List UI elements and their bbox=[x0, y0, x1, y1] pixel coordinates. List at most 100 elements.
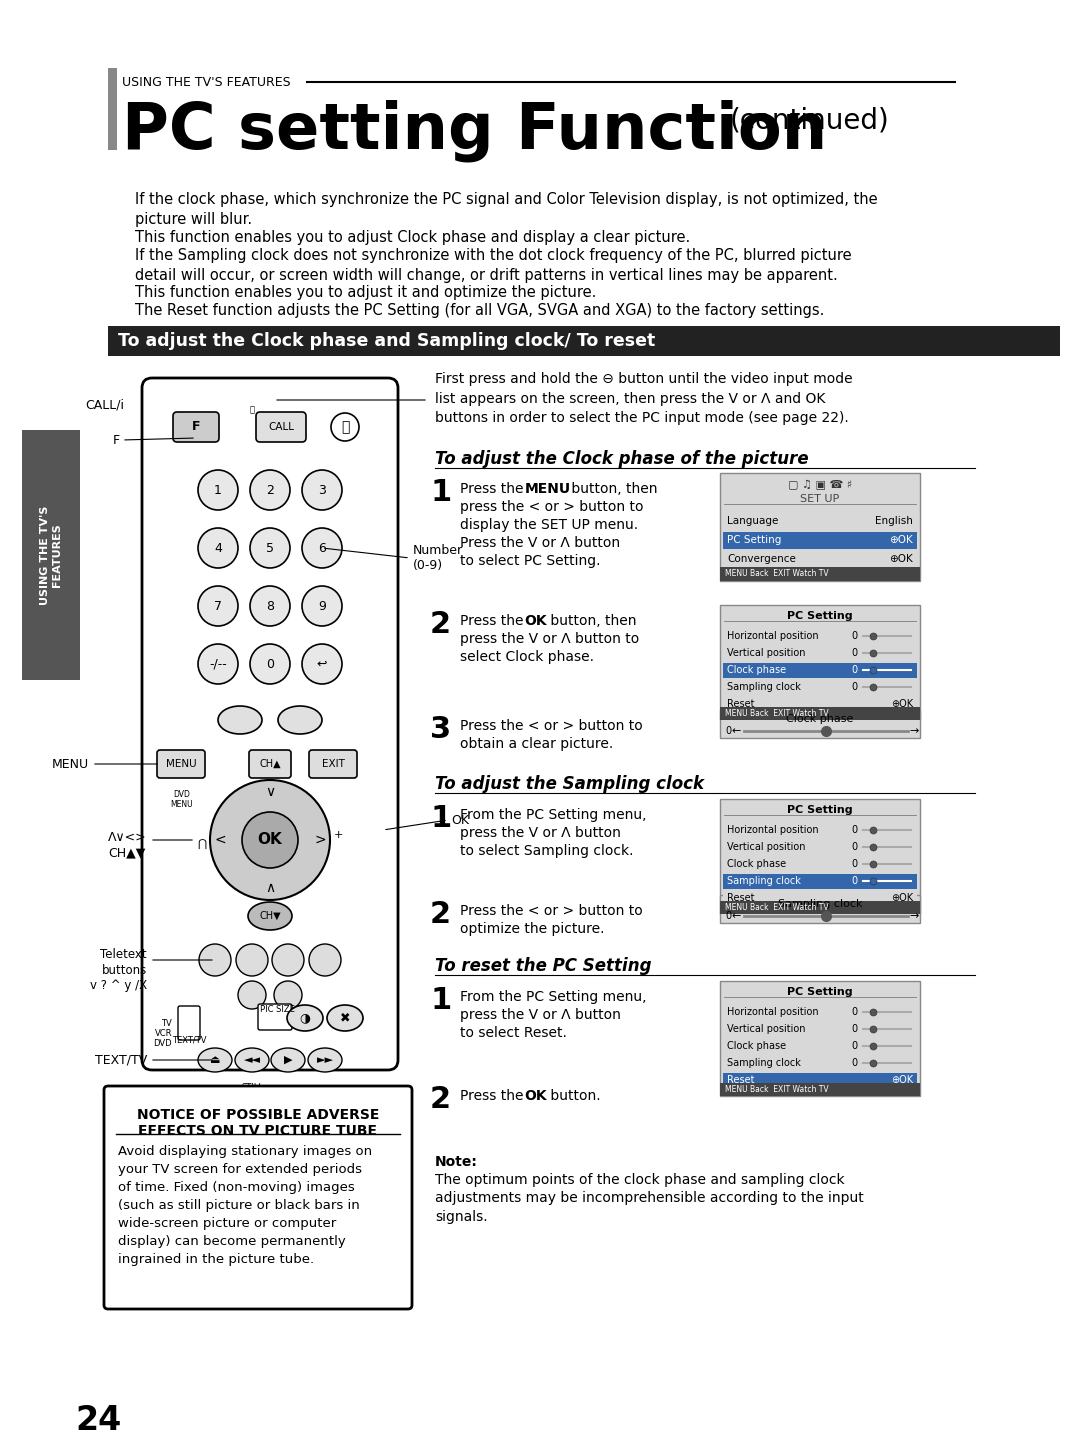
Bar bbox=[723, 1005, 917, 1021]
Ellipse shape bbox=[198, 1048, 232, 1072]
Text: ►►: ►► bbox=[316, 1056, 334, 1064]
Text: ⊕OK: ⊕OK bbox=[891, 893, 913, 903]
FancyBboxPatch shape bbox=[309, 750, 357, 778]
Bar bbox=[723, 696, 917, 712]
Text: MENU: MENU bbox=[52, 758, 89, 771]
Bar bbox=[720, 707, 920, 720]
Bar bbox=[720, 567, 920, 582]
Text: Sampling clock: Sampling clock bbox=[778, 899, 862, 909]
Circle shape bbox=[302, 470, 342, 510]
Circle shape bbox=[302, 644, 342, 683]
Text: PC Setting: PC Setting bbox=[787, 611, 853, 621]
Bar bbox=[720, 800, 920, 915]
Bar bbox=[723, 874, 917, 888]
Bar bbox=[723, 840, 917, 855]
Text: Press the: Press the bbox=[460, 614, 528, 628]
Text: Clock phase: Clock phase bbox=[727, 859, 786, 869]
Text: to select PC Setting.: to select PC Setting. bbox=[460, 554, 600, 569]
Text: press the < or > button to: press the < or > button to bbox=[460, 500, 644, 515]
Bar bbox=[723, 680, 917, 695]
Text: Sampling clock: Sampling clock bbox=[727, 1059, 801, 1069]
Text: Press the V or Λ button: Press the V or Λ button bbox=[460, 537, 620, 550]
Bar bbox=[22, 430, 80, 680]
Text: The optimum points of the clock phase and sampling clock
adjustments may be inco: The optimum points of the clock phase an… bbox=[435, 1173, 864, 1224]
Text: ⏮: ⏮ bbox=[248, 1095, 255, 1105]
Text: DVD: DVD bbox=[153, 1038, 172, 1047]
Text: MENU Back  EXIT Watch TV: MENU Back EXIT Watch TV bbox=[725, 903, 828, 913]
Text: EXIT: EXIT bbox=[322, 759, 345, 769]
FancyBboxPatch shape bbox=[178, 1006, 200, 1040]
Text: Press the < or > button to: Press the < or > button to bbox=[460, 718, 643, 733]
Text: 0: 0 bbox=[852, 1024, 858, 1034]
Text: Λ∨<>
CH▲▼: Λ∨<> CH▲▼ bbox=[108, 832, 147, 859]
Circle shape bbox=[249, 528, 291, 569]
Text: 1: 1 bbox=[430, 478, 451, 507]
Circle shape bbox=[330, 413, 359, 441]
Text: TEXT/TV: TEXT/TV bbox=[95, 1054, 147, 1066]
Bar bbox=[720, 473, 920, 582]
Text: press the V or Λ button: press the V or Λ button bbox=[460, 826, 621, 840]
Text: ◄◄: ◄◄ bbox=[243, 1056, 260, 1064]
Bar bbox=[723, 856, 917, 872]
Text: CALL/i: CALL/i bbox=[85, 398, 124, 411]
Text: To reset the PC Setting: To reset the PC Setting bbox=[435, 957, 651, 976]
Text: PC Setting: PC Setting bbox=[787, 987, 853, 997]
Text: 0: 0 bbox=[852, 648, 858, 659]
Circle shape bbox=[309, 944, 341, 976]
Text: 5: 5 bbox=[266, 541, 274, 554]
Text: 7: 7 bbox=[214, 599, 222, 612]
Circle shape bbox=[249, 586, 291, 627]
Text: Horizontal position: Horizontal position bbox=[727, 631, 819, 641]
Circle shape bbox=[198, 470, 238, 510]
Text: ⏻: ⏻ bbox=[341, 420, 349, 433]
Text: ∧: ∧ bbox=[265, 881, 275, 896]
Text: obtain a clear picture.: obtain a clear picture. bbox=[460, 737, 613, 752]
Ellipse shape bbox=[235, 1088, 269, 1112]
Text: 9: 9 bbox=[319, 599, 326, 612]
Text: OK: OK bbox=[451, 813, 469, 826]
Text: Note:: Note: bbox=[435, 1154, 477, 1169]
Text: STILL: STILL bbox=[241, 1083, 264, 1092]
Text: Horizontal position: Horizontal position bbox=[727, 824, 819, 835]
Text: 2: 2 bbox=[430, 611, 451, 638]
Text: PC Setting: PC Setting bbox=[727, 535, 781, 545]
Ellipse shape bbox=[308, 1048, 342, 1072]
Text: 0: 0 bbox=[852, 859, 858, 869]
Text: Teletext
buttons
v ? ^ y /X: Teletext buttons v ? ^ y /X bbox=[90, 948, 147, 993]
Text: Avoid displaying stationary images on
your TV screen for extended periods
of tim: Avoid displaying stationary images on yo… bbox=[118, 1144, 373, 1266]
Text: If the clock phase, which synchronize the PC signal and Color Television display: If the clock phase, which synchronize th… bbox=[135, 192, 878, 227]
Text: Sampling clock: Sampling clock bbox=[727, 875, 801, 885]
Circle shape bbox=[198, 586, 238, 627]
Text: 6: 6 bbox=[319, 541, 326, 554]
Circle shape bbox=[274, 981, 302, 1009]
FancyBboxPatch shape bbox=[104, 1086, 411, 1309]
Text: ←: ← bbox=[731, 912, 741, 920]
Text: English: English bbox=[875, 516, 913, 526]
FancyBboxPatch shape bbox=[258, 1005, 292, 1029]
Text: Ⓛ: Ⓛ bbox=[249, 406, 255, 414]
FancyBboxPatch shape bbox=[249, 750, 291, 778]
Text: MENU: MENU bbox=[525, 481, 571, 496]
Bar bbox=[723, 532, 917, 550]
Ellipse shape bbox=[198, 1088, 232, 1112]
Bar bbox=[723, 630, 917, 644]
Text: Vertical position: Vertical position bbox=[727, 842, 806, 852]
Text: MENU Back  EXIT Watch TV: MENU Back EXIT Watch TV bbox=[725, 570, 828, 579]
Ellipse shape bbox=[248, 901, 292, 931]
Text: NOTICE OF POSSIBLE ADVERSE
EFFECTS ON TV PICTURE TUBE: NOTICE OF POSSIBLE ADVERSE EFFECTS ON TV… bbox=[137, 1108, 379, 1138]
Text: ✖: ✖ bbox=[340, 1012, 350, 1025]
Text: Press the < or > button to: Press the < or > button to bbox=[460, 904, 643, 917]
Circle shape bbox=[249, 470, 291, 510]
Bar bbox=[723, 1073, 917, 1088]
Bar bbox=[723, 513, 917, 531]
Text: Horizontal position: Horizontal position bbox=[727, 1008, 819, 1016]
Text: 1: 1 bbox=[430, 804, 451, 833]
Text: ▢ ♫ ▣ ☎ ♯: ▢ ♫ ▣ ☎ ♯ bbox=[788, 480, 852, 490]
Text: 2: 2 bbox=[430, 900, 451, 929]
Text: The Reset function adjusts the PC Setting (for all VGA, SVGA and XGA) to the fac: The Reset function adjusts the PC Settin… bbox=[135, 302, 824, 318]
Text: 2: 2 bbox=[430, 1085, 451, 1114]
Text: To adjust the Clock phase of the picture: To adjust the Clock phase of the picture bbox=[435, 449, 809, 468]
Circle shape bbox=[302, 528, 342, 569]
Circle shape bbox=[249, 644, 291, 683]
Ellipse shape bbox=[287, 1005, 323, 1031]
